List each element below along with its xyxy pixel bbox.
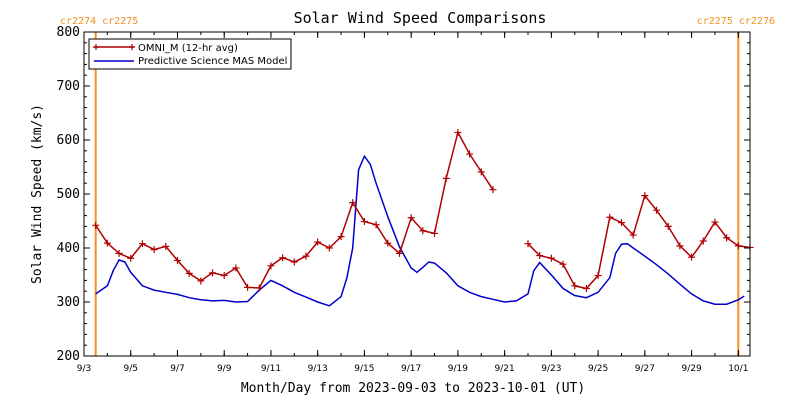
series-line-omni-1 [527, 194, 751, 290]
data-point-omni [536, 252, 544, 260]
data-point-omni [314, 238, 322, 246]
legend-marker-omni [93, 44, 99, 50]
y-tick-label: 800 [57, 25, 80, 40]
data-point-omni [209, 269, 217, 277]
legend-label-omni: OMNI_M (12-hr avg) [138, 43, 238, 54]
x-tick-label: 9/9 [217, 364, 232, 374]
y-tick-label: 500 [57, 187, 80, 202]
plot-frame [83, 31, 751, 357]
x-tick-label: 9/25 [588, 364, 608, 374]
data-point-omni [559, 260, 567, 268]
data-point-omni [629, 231, 637, 239]
data-point-omni [337, 233, 345, 241]
x-tick-label: 9/3 [77, 364, 91, 374]
x-tick-label: 9/7 [170, 364, 184, 374]
data-point-omni [641, 192, 649, 200]
data-point-omni [220, 272, 228, 280]
data-point-omni [711, 218, 719, 226]
data-point-omni [723, 234, 731, 242]
data-point-omni [524, 240, 532, 248]
y-tick-label: 600 [57, 133, 80, 148]
y-tick-label: 700 [57, 79, 80, 94]
data-point-omni [103, 239, 111, 247]
data-point-omni [302, 252, 310, 260]
data-point-omni [431, 229, 439, 237]
data-point-omni [466, 150, 474, 158]
data-point-omni [92, 221, 100, 229]
carrington-label-left: cr2274 cr2275 [60, 16, 138, 27]
data-point-omni [676, 242, 684, 250]
x-tick-label: 9/5 [123, 364, 137, 374]
y-axis-label: Solar Wind Speed (km/s) [30, 104, 45, 284]
legend-label-model: Predictive Science MAS Model [138, 56, 287, 67]
data-point-omni [279, 254, 287, 262]
x-tick-label: 9/15 [354, 364, 374, 374]
x-tick-label: 9/27 [635, 364, 655, 374]
data-point-omni [127, 254, 135, 262]
data-point-omni [162, 242, 170, 250]
data-point-omni [115, 249, 123, 257]
data-point-omni [150, 246, 158, 254]
data-point-omni [349, 199, 357, 207]
data-point-omni [606, 213, 614, 221]
data-point-omni [290, 258, 298, 266]
x-tick-label: 9/19 [448, 364, 468, 374]
chart-title: Solar Wind Speed Comparisons [294, 9, 547, 27]
y-tick-label: 300 [57, 295, 80, 310]
data-point-omni [688, 253, 696, 261]
x-tick-label: 9/29 [681, 364, 701, 374]
data-point-omni [244, 283, 252, 291]
y-tick-label: 200 [57, 349, 80, 364]
data-point-omni [547, 254, 555, 262]
data-point-omni [582, 285, 590, 292]
data-point-omni [419, 227, 427, 235]
x-axis-label: Month/Day from 2023-09-03 to 2023-10-01 … [241, 381, 585, 396]
x-tick-label: 9/21 [495, 364, 515, 374]
data-point-omni [653, 206, 661, 214]
data-point-omni [594, 272, 602, 280]
data-point-omni [138, 240, 146, 248]
data-point-omni [664, 222, 672, 230]
data-point-omni [384, 239, 392, 247]
data-point-omni [232, 264, 240, 272]
data-point-omni [173, 256, 181, 264]
data-point-omni [325, 244, 333, 252]
series-layer [92, 128, 754, 307]
axis-ticks: 200 300 400 500 600 700 800 9/3 9/5 9/7 9/9 9/11 9/1… [57, 25, 750, 374]
legend-marker-omni [129, 44, 135, 50]
legend-box [88, 38, 292, 70]
data-point-omni [571, 282, 579, 290]
data-point-omni [255, 284, 263, 292]
data-point-omni [407, 214, 415, 222]
series-line-model-0 [95, 154, 745, 307]
y-tick-label: 400 [57, 241, 80, 256]
data-point-omni [372, 221, 380, 229]
data-point-omni [734, 242, 742, 250]
x-tick-label: 9/11 [261, 364, 281, 374]
data-point-omni [617, 219, 625, 227]
data-point-omni [442, 174, 450, 182]
data-point-omni [185, 269, 193, 277]
data-point-omni [699, 237, 707, 245]
carrington-label-right: cr2275 cr2276 [697, 16, 775, 27]
x-tick-label: 10/1 [728, 364, 748, 374]
data-point-omni [489, 186, 497, 194]
data-point-omni [395, 249, 403, 257]
data-point-omni [454, 128, 462, 136]
data-point-omni [197, 277, 205, 285]
x-tick-label: 9/23 [541, 364, 561, 374]
legend: OMNI_M (12-hr avg) Predictive Science MA… [88, 38, 292, 70]
x-tick-label: 9/17 [401, 364, 421, 374]
data-point-omni [267, 262, 275, 270]
data-point-omni [477, 168, 485, 176]
carrington-lines [94, 32, 740, 356]
x-tick-label: 9/13 [308, 364, 328, 374]
data-point-omni [360, 218, 368, 226]
